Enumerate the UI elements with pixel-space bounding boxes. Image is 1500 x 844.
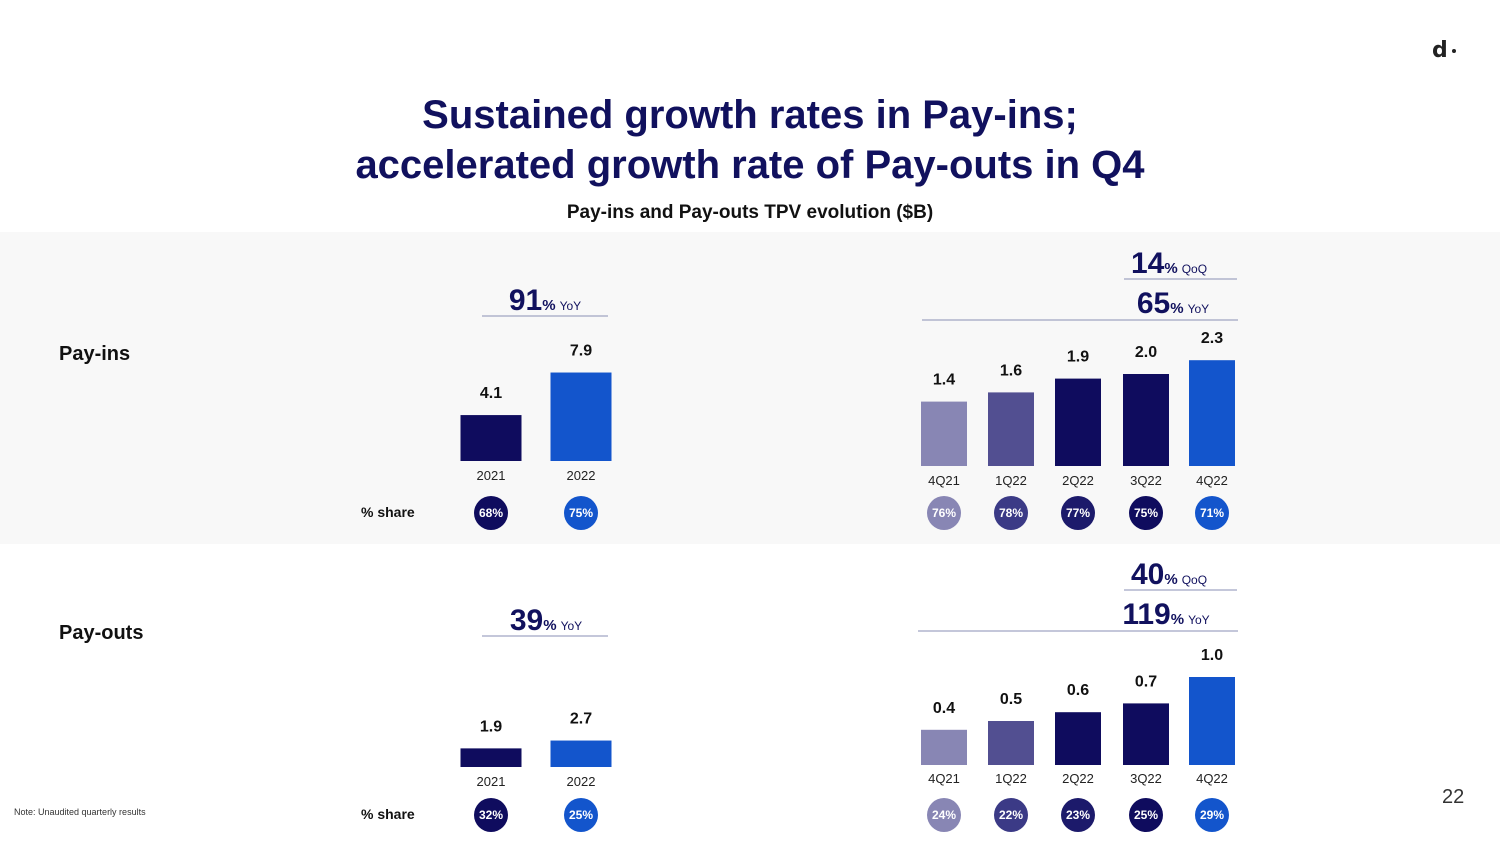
- payins-quarterly-value-label-2Q22: 1.9: [1067, 349, 1089, 366]
- payins-quarterly-bar-4Q22: [1189, 360, 1235, 466]
- payouts-quarterly-share-text-4Q21: 24%: [932, 808, 956, 822]
- payouts-quarterly-tick-4Q21: 4Q21: [928, 771, 960, 786]
- payouts-quarterly-value-label-3Q22: 0.7: [1135, 673, 1157, 690]
- payouts-quarterly-bar-1Q22: [988, 721, 1034, 765]
- payouts-quarterly-bar-3Q22: [1123, 703, 1169, 765]
- payouts-quarterly-share-bubble-2Q22: [1061, 798, 1095, 832]
- payouts-quarterly-bar-4Q21: [921, 729, 967, 765]
- payouts-annual-share-bubble-2021: [474, 798, 508, 832]
- payins-annual-value-label-2022: 7.9: [570, 343, 592, 360]
- payins-row-label: Pay-ins: [59, 343, 131, 365]
- payouts-quarterly-growth-qoq: 40% QoQ: [1131, 558, 1207, 591]
- payouts-quarterly-bar-2Q22: [1055, 712, 1101, 765]
- payouts-quarterly-tick-4Q22: 4Q22: [1196, 771, 1228, 786]
- payins-annual-share-text-2022: 75%: [569, 506, 593, 520]
- payins-quarterly-share-text-3Q22: 75%: [1134, 506, 1158, 520]
- payins-annual-bar-2022: [550, 372, 612, 461]
- payouts-annual-bar-2021: [460, 748, 522, 767]
- payins-annual-share-bubble-2021: [474, 496, 508, 530]
- payouts-annual-share-text-2021: 32%: [479, 808, 503, 822]
- title-line-2: accelerated growth rate of Pay-outs in Q…: [355, 143, 1145, 187]
- payouts-quarterly-share-text-2Q22: 23%: [1066, 808, 1090, 822]
- payouts-quarterly-bar-4Q22: [1189, 677, 1235, 765]
- payins-quarterly-growth-yoy: 65% YoY: [1137, 287, 1209, 320]
- payouts-quarterly-value-label-1Q22: 0.5: [1000, 691, 1022, 708]
- payins-quarterly-share-bubble-2Q22: [1061, 496, 1095, 530]
- payouts-quarterly-share-text-3Q22: 25%: [1134, 808, 1158, 822]
- payouts-quarterly-share-bubble-1Q22: [994, 798, 1028, 832]
- payouts-quarterly-share-bubble-3Q22: [1129, 798, 1163, 832]
- payins-quarterly-share-text-1Q22: 78%: [999, 506, 1023, 520]
- company-logo: d: [1432, 38, 1456, 63]
- title-line-1: Sustained growth rates in Pay-ins;: [422, 93, 1078, 137]
- payouts-annual-share-text-2022: 25%: [569, 808, 593, 822]
- payouts-quarterly-share-bubble-4Q21: [927, 798, 961, 832]
- payins-quarterly-bar-4Q21: [921, 401, 967, 466]
- payins-quarterly-tick-2Q22: 2Q22: [1062, 473, 1094, 488]
- payins-quarterly-bar-2Q22: [1055, 378, 1101, 466]
- payins-quarterly-bar-3Q22: [1123, 374, 1169, 466]
- payins-annual-tick-2022: 2022: [567, 468, 596, 483]
- payouts-row-label: Pay-outs: [59, 622, 144, 644]
- payouts-quarterly-share-text-1Q22: 22%: [999, 808, 1023, 822]
- payins-quarterly-tick-4Q21: 4Q21: [928, 473, 960, 488]
- payins-quarterly-tick-4Q22: 4Q22: [1196, 473, 1228, 488]
- payins-quarterly-share-bubble-4Q22: [1195, 496, 1229, 530]
- payins-quarterly-value-label-4Q21: 1.4: [933, 372, 955, 389]
- payins-annual-growth-yoy: 91% YoY: [509, 284, 581, 317]
- payins-annual-share-bubble-2022: [564, 496, 598, 530]
- payins-quarterly-tick-3Q22: 3Q22: [1130, 473, 1162, 488]
- payins-quarterly-value-label-1Q22: 1.6: [1000, 362, 1022, 379]
- payins-annual-tick-2021: 2021: [477, 468, 506, 483]
- payouts-annual-tick-2021: 2021: [477, 774, 506, 789]
- payins-quarterly-bar-1Q22: [988, 392, 1034, 466]
- payouts-quarterly-value-label-2Q22: 0.6: [1067, 682, 1089, 699]
- payins-quarterly-value-label-3Q22: 2.0: [1135, 344, 1157, 361]
- payins-quarterly-share-text-4Q21: 76%: [932, 506, 956, 520]
- payouts-quarterly-share-text-4Q22: 29%: [1200, 808, 1224, 822]
- payins-quarterly-share-text-2Q22: 77%: [1066, 506, 1090, 520]
- payouts-annual-value-label-2021: 1.9: [480, 718, 502, 735]
- payouts-quarterly-tick-3Q22: 3Q22: [1130, 771, 1162, 786]
- payouts-share-label: % share: [361, 806, 415, 822]
- payouts-quarterly-growth-yoy: 119% YoY: [1122, 598, 1209, 631]
- payouts-quarterly-share-bubble-4Q22: [1195, 798, 1229, 832]
- payins-quarterly-tick-1Q22: 1Q22: [995, 473, 1027, 488]
- payins-annual-value-label-2021: 4.1: [480, 385, 502, 402]
- payouts-quarterly-tick-1Q22: 1Q22: [995, 771, 1027, 786]
- payouts-quarterly-tick-2Q22: 2Q22: [1062, 771, 1094, 786]
- payins-annual-bar-2021: [460, 415, 522, 461]
- page-number: 22: [1442, 786, 1465, 808]
- payins-quarterly-value-label-4Q22: 2.3: [1201, 330, 1223, 347]
- payins-quarterly-growth-qoq: 14% QoQ: [1131, 247, 1207, 280]
- payins-quarterly-share-bubble-3Q22: [1129, 496, 1163, 530]
- payins-quarterly-share-bubble-4Q21: [927, 496, 961, 530]
- payouts-annual-share-bubble-2022: [564, 798, 598, 832]
- payouts-annual-tick-2022: 2022: [567, 774, 596, 789]
- payins-background-band: [0, 232, 1500, 544]
- payouts-annual-value-label-2022: 2.7: [570, 711, 592, 728]
- payouts-quarterly-value-label-4Q22: 1.0: [1201, 647, 1223, 664]
- payins-annual-share-text-2021: 68%: [479, 506, 503, 520]
- payins-quarterly-share-text-4Q22: 71%: [1200, 506, 1224, 520]
- footnote: Note: Unaudited quarterly results: [14, 807, 146, 817]
- payouts-annual-bar-2022: [550, 740, 612, 767]
- chart-subtitle: Pay-ins and Pay-outs TPV evolution ($B): [566, 202, 934, 223]
- payouts-annual-growth-yoy: 39% YoY: [510, 604, 582, 637]
- payins-quarterly-share-bubble-1Q22: [994, 496, 1028, 530]
- page-title: Sustained growth rates in Pay-ins; accel…: [0, 90, 1500, 190]
- payouts-quarterly-value-label-4Q21: 0.4: [933, 700, 955, 717]
- payins-share-label: % share: [361, 504, 415, 520]
